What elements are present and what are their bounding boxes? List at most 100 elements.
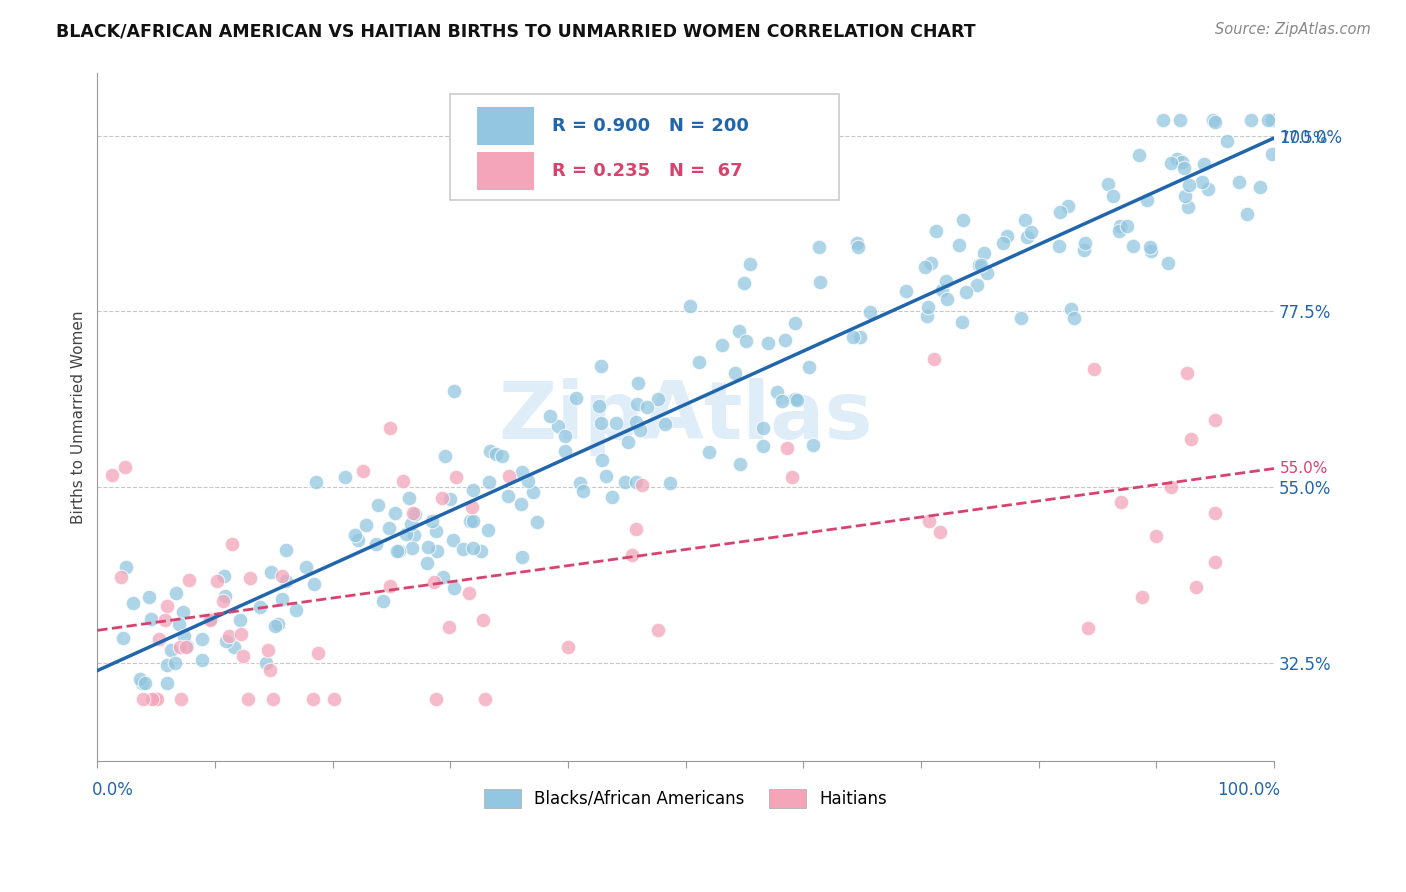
Point: [1019, 225, 1042, 239]
Point: [132, 691, 155, 706]
Point: [453, 542, 475, 557]
Point: [920, 256, 942, 270]
Text: BLACK/AFRICAN AMERICAN VS HAITIAN BIRTHS TO UNMARRIED WOMEN CORRELATION CHART: BLACK/AFRICAN AMERICAN VS HAITIAN BIRTHS…: [56, 22, 976, 40]
Point: [647, 623, 669, 637]
Point: [401, 541, 423, 555]
Point: [935, 274, 957, 288]
Point: [371, 594, 394, 608]
Point: [134, 675, 156, 690]
Point: [356, 517, 378, 532]
Point: [810, 276, 832, 290]
Text: 0.0%: 0.0%: [91, 780, 134, 798]
Point: [630, 478, 652, 492]
Point: [474, 691, 496, 706]
Point: [191, 632, 214, 646]
Point: [139, 612, 162, 626]
Point: [512, 465, 534, 479]
Point: [402, 506, 425, 520]
Point: [129, 672, 152, 686]
Point: [1047, 239, 1070, 253]
Point: [846, 240, 869, 254]
Point: [628, 423, 651, 437]
Point: [496, 489, 519, 503]
Point: [179, 573, 201, 587]
Point: [557, 640, 579, 654]
Point: [554, 429, 576, 443]
Point: [572, 483, 595, 498]
Point: [395, 526, 418, 541]
Point: [478, 475, 501, 489]
Point: [214, 590, 236, 604]
Point: [1177, 178, 1199, 193]
Text: Source: ZipAtlas.com: Source: ZipAtlas.com: [1215, 22, 1371, 37]
Point: [626, 475, 648, 490]
Point: [1197, 182, 1219, 196]
Point: [458, 586, 481, 600]
Point: [967, 258, 990, 272]
Point: [1204, 413, 1226, 427]
Point: [735, 334, 758, 348]
Point: [422, 575, 444, 590]
Point: [647, 392, 669, 406]
Point: [200, 611, 222, 625]
Point: [509, 497, 531, 511]
Point: [399, 517, 422, 532]
Point: [679, 299, 702, 313]
Point: [1077, 621, 1099, 635]
Point: [624, 522, 647, 536]
Point: [1015, 229, 1038, 244]
Point: [595, 468, 617, 483]
Point: [1173, 161, 1195, 176]
Point: [922, 352, 945, 367]
Point: [614, 475, 637, 489]
Point: [1056, 199, 1078, 213]
Point: [426, 543, 449, 558]
Point: [697, 444, 720, 458]
Point: [1175, 366, 1198, 380]
Point: [163, 656, 186, 670]
Point: [1191, 175, 1213, 189]
Text: R = 0.235   N =  67: R = 0.235 N = 67: [551, 161, 742, 179]
Point: [378, 579, 401, 593]
Point: [198, 613, 221, 627]
Point: [995, 229, 1018, 244]
Point: [564, 391, 586, 405]
Point: [425, 691, 447, 706]
Point: [738, 257, 761, 271]
Point: [624, 415, 647, 429]
Point: [510, 549, 533, 564]
Point: [364, 537, 387, 551]
Point: [232, 649, 254, 664]
Point: [1063, 310, 1085, 325]
Point: [170, 691, 193, 706]
Point: [765, 385, 787, 400]
Point: [591, 452, 613, 467]
Point: [966, 278, 988, 293]
Point: [976, 266, 998, 280]
Point: [271, 568, 294, 582]
Point: [146, 691, 169, 706]
Point: [991, 236, 1014, 251]
Point: [270, 592, 292, 607]
Point: [254, 656, 277, 670]
Point: [249, 599, 271, 614]
Point: [433, 449, 456, 463]
Point: [728, 324, 751, 338]
Point: [404, 527, 426, 541]
Point: [101, 468, 124, 483]
Point: [191, 653, 214, 667]
Point: [1227, 175, 1250, 189]
Point: [917, 300, 939, 314]
Point: [617, 434, 640, 449]
Point: [461, 483, 484, 497]
Point: [785, 392, 807, 406]
Point: [212, 569, 235, 583]
Point: [264, 618, 287, 632]
Point: [1160, 479, 1182, 493]
Point: [1174, 189, 1197, 203]
Point: [538, 409, 561, 423]
Text: ZipAtlas: ZipAtlas: [498, 378, 873, 456]
Point: [138, 591, 160, 605]
Point: [772, 394, 794, 409]
Point: [688, 355, 710, 369]
